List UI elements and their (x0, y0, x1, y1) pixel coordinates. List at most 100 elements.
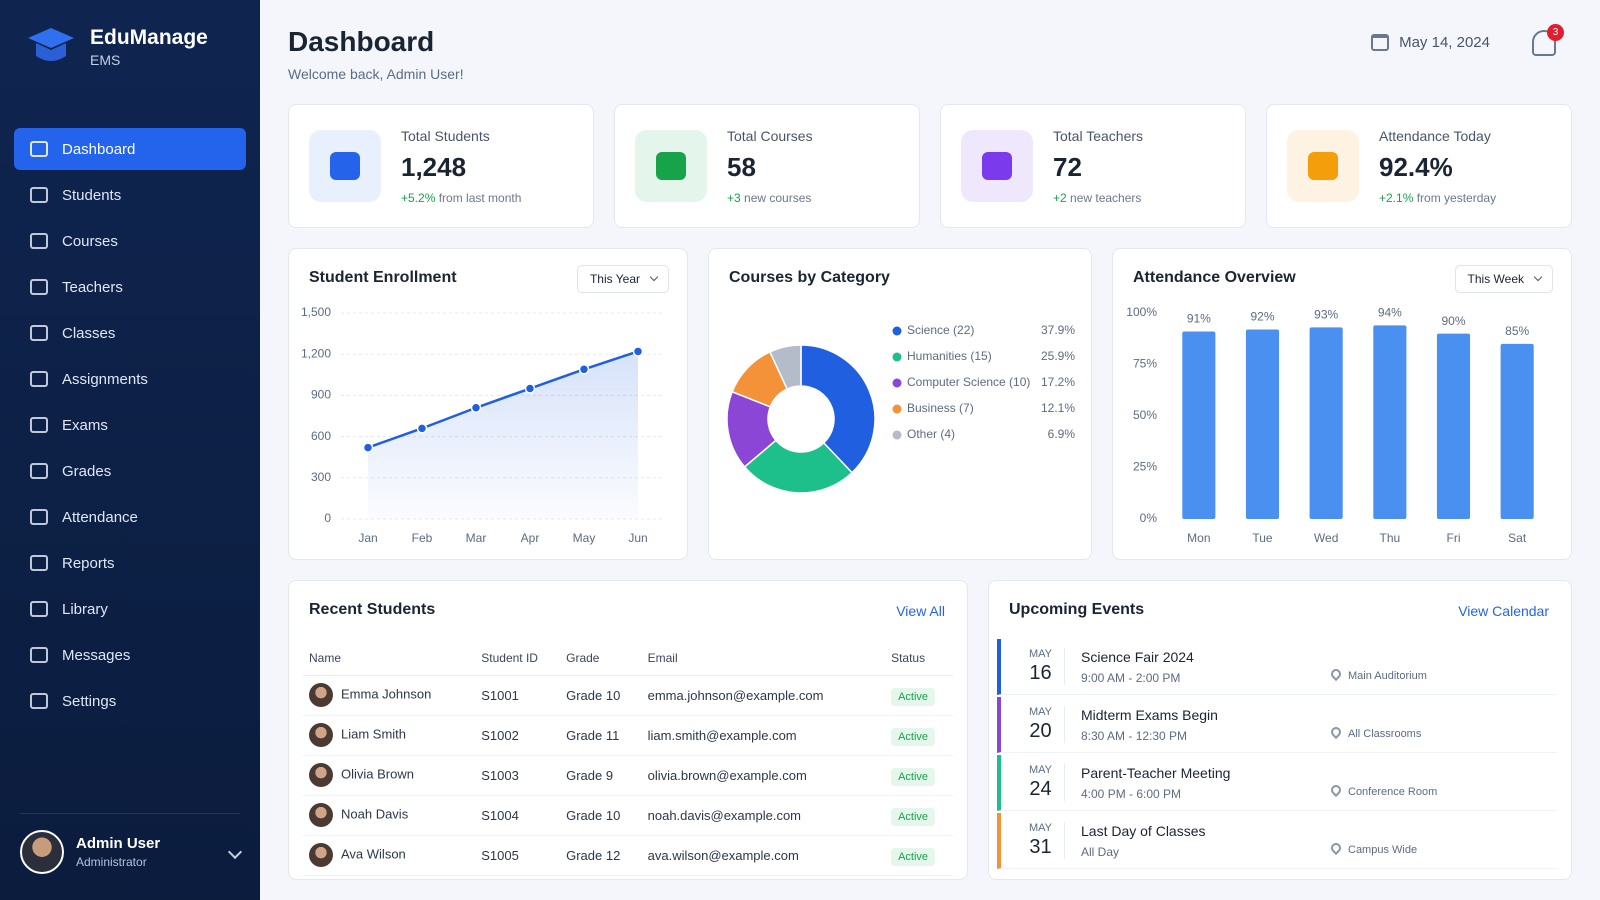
table-cell: Active (885, 795, 953, 836)
nav-label: Reports (62, 554, 115, 572)
table-row: Emma Johnson S1001 Grade 10 emma.johnson@ex… (303, 675, 953, 716)
stat-note-text: new teachers (1070, 190, 1142, 205)
event-title: Last Day of Classes (1081, 822, 1206, 839)
bar (1245, 329, 1280, 519)
table-cell: Grade 12 (560, 835, 642, 876)
nav-icon (30, 601, 48, 617)
avatar (20, 830, 64, 874)
bar (1309, 327, 1343, 519)
stat-note: +5.2% from last month (401, 191, 521, 205)
filter[interactable]: This Year (576, 265, 669, 293)
event-item[interactable]: MAY 16 Science Fair 2024 9:00 AM - 2:00 PM M… (997, 639, 1557, 695)
status-badge: Active (891, 807, 936, 826)
nav-item[interactable]: Messages (14, 634, 246, 676)
table-cell: Active (885, 755, 953, 796)
page-title: Dashboard (288, 26, 435, 57)
table-body: Emma Johnson S1001 Grade 10 emma.johnson@ex… (303, 675, 953, 876)
event-info: Midterm Exams Begin 8:30 AM - 12:30 PM (1081, 707, 1218, 743)
nav-label: Assignments (62, 370, 148, 388)
donut-chart: Science (22) 37.9% Humanities (15) 25.9% Com… (726, 323, 1076, 494)
legend-value: 6.9% (1048, 427, 1076, 441)
column-header: Email (641, 641, 886, 676)
nav-item[interactable]: Library (14, 588, 246, 630)
event-info: Science Fair 2024 9:00 AM - 2:00 PM (1081, 649, 1194, 685)
x-tick-label: Jan (358, 531, 377, 545)
nav-item[interactable]: Settings (14, 680, 246, 722)
x-tick-label: May (573, 531, 596, 545)
nav-icon (30, 555, 48, 571)
nav-label: Teachers (62, 278, 123, 296)
table-row: Ava Wilson S1005 Grade 12 ava.wilson@exampl… (303, 835, 953, 876)
table-cell: Active (885, 675, 953, 716)
event-location: Main Auditorium (1331, 669, 1427, 682)
stat-value: 1,248 (401, 151, 467, 182)
event-time: All Day (1081, 844, 1120, 859)
y-tick-label: 50% (1133, 408, 1157, 422)
view-calendar[interactable]: View Calendar (1458, 603, 1549, 619)
student-name: Ava Wilson (341, 846, 406, 862)
legend-value: 12.1% (1041, 401, 1075, 415)
user-menu[interactable]: Admin User Administrator (20, 813, 243, 874)
event-title: Parent-Teacher Meeting (1081, 764, 1231, 781)
stat-value: 92.4% (1379, 151, 1453, 182)
student-name: Emma Johnson (341, 686, 432, 702)
nav-item[interactable]: Exams (14, 404, 246, 446)
value-label: 93% (1314, 308, 1338, 322)
value-label: 91% (1187, 312, 1211, 326)
nav-item[interactable]: Assignments (14, 358, 246, 400)
table-cell: Grade 10 (560, 795, 642, 836)
stat-note: +3 new courses (727, 191, 813, 205)
legend-label: Business (7) (907, 401, 974, 415)
nav-item[interactable]: Grades (14, 450, 246, 492)
stat-card: Total Teachers 72 +2 new teachers (940, 104, 1246, 228)
filter[interactable]: This Week (1454, 265, 1553, 293)
nav-label: Settings (62, 692, 117, 710)
event-day: 16 (1029, 662, 1052, 684)
nav-icon (30, 141, 48, 157)
legend-label: Science (22) (907, 323, 974, 337)
nav-item[interactable]: Dashboard (14, 128, 246, 170)
x-tick-label: Jun (628, 531, 647, 545)
nav-item[interactable]: Students (14, 174, 246, 216)
legend-label: Other (4) (907, 427, 955, 441)
table-cell: Olivia Brown (303, 755, 476, 796)
nav-item[interactable]: Reports (14, 542, 246, 584)
nav-label: Attendance (62, 508, 138, 526)
view-all[interactable]: View All (896, 603, 945, 619)
nav-icon (30, 187, 48, 203)
row-avatar (309, 803, 333, 827)
y-tick-label: 100% (1126, 305, 1157, 319)
nav-item[interactable]: Courses (14, 220, 246, 262)
status-badge: Active (891, 727, 936, 746)
value-label: 85% (1505, 324, 1529, 338)
nav-item[interactable]: Teachers (14, 266, 246, 308)
row-avatar (309, 723, 333, 747)
stat-icon (961, 130, 1033, 202)
event-item[interactable]: MAY 31 Last Day of Classes All Day Campus Wi… (997, 813, 1557, 869)
event-time: 8:30 AM - 12:30 PM (1081, 728, 1188, 743)
point (578, 364, 590, 375)
column-header: Name (303, 641, 476, 676)
sidebar: EduManage EMS Dashboard Students Courses Tea… (0, 0, 260, 900)
value-label: 94% (1378, 306, 1402, 320)
event-item[interactable]: MAY 24 Parent-Teacher Meeting 4:00 PM - 6:0… (997, 755, 1557, 811)
bar (1182, 331, 1216, 519)
event-date: MAY 24 (1017, 764, 1065, 801)
x-tick-label: Mar (466, 531, 487, 545)
table-cell: emma.johnson@example.com (641, 675, 886, 716)
notifications[interactable]: 3 (1532, 24, 1564, 56)
row-avatar (309, 763, 333, 787)
stat-text: Total Students 1,248 +5.2% from last month (401, 128, 521, 205)
table-cell: S1002 (475, 715, 561, 756)
table-cell: S1004 (475, 795, 561, 836)
stat-note: +2 new teachers (1053, 191, 1143, 205)
legend-value: 37.9% (1041, 323, 1075, 337)
brand-name: EduManage (90, 26, 208, 49)
event-month: MAY (1028, 764, 1053, 776)
nav-item[interactable]: Attendance (14, 496, 246, 538)
nav-item[interactable]: Classes (14, 312, 246, 354)
status-badge: Active (891, 687, 936, 706)
event-item[interactable]: MAY 20 Midterm Exams Begin 8:30 AM - 12:30 … (997, 697, 1557, 753)
y-tick-label: 300 (311, 470, 331, 484)
